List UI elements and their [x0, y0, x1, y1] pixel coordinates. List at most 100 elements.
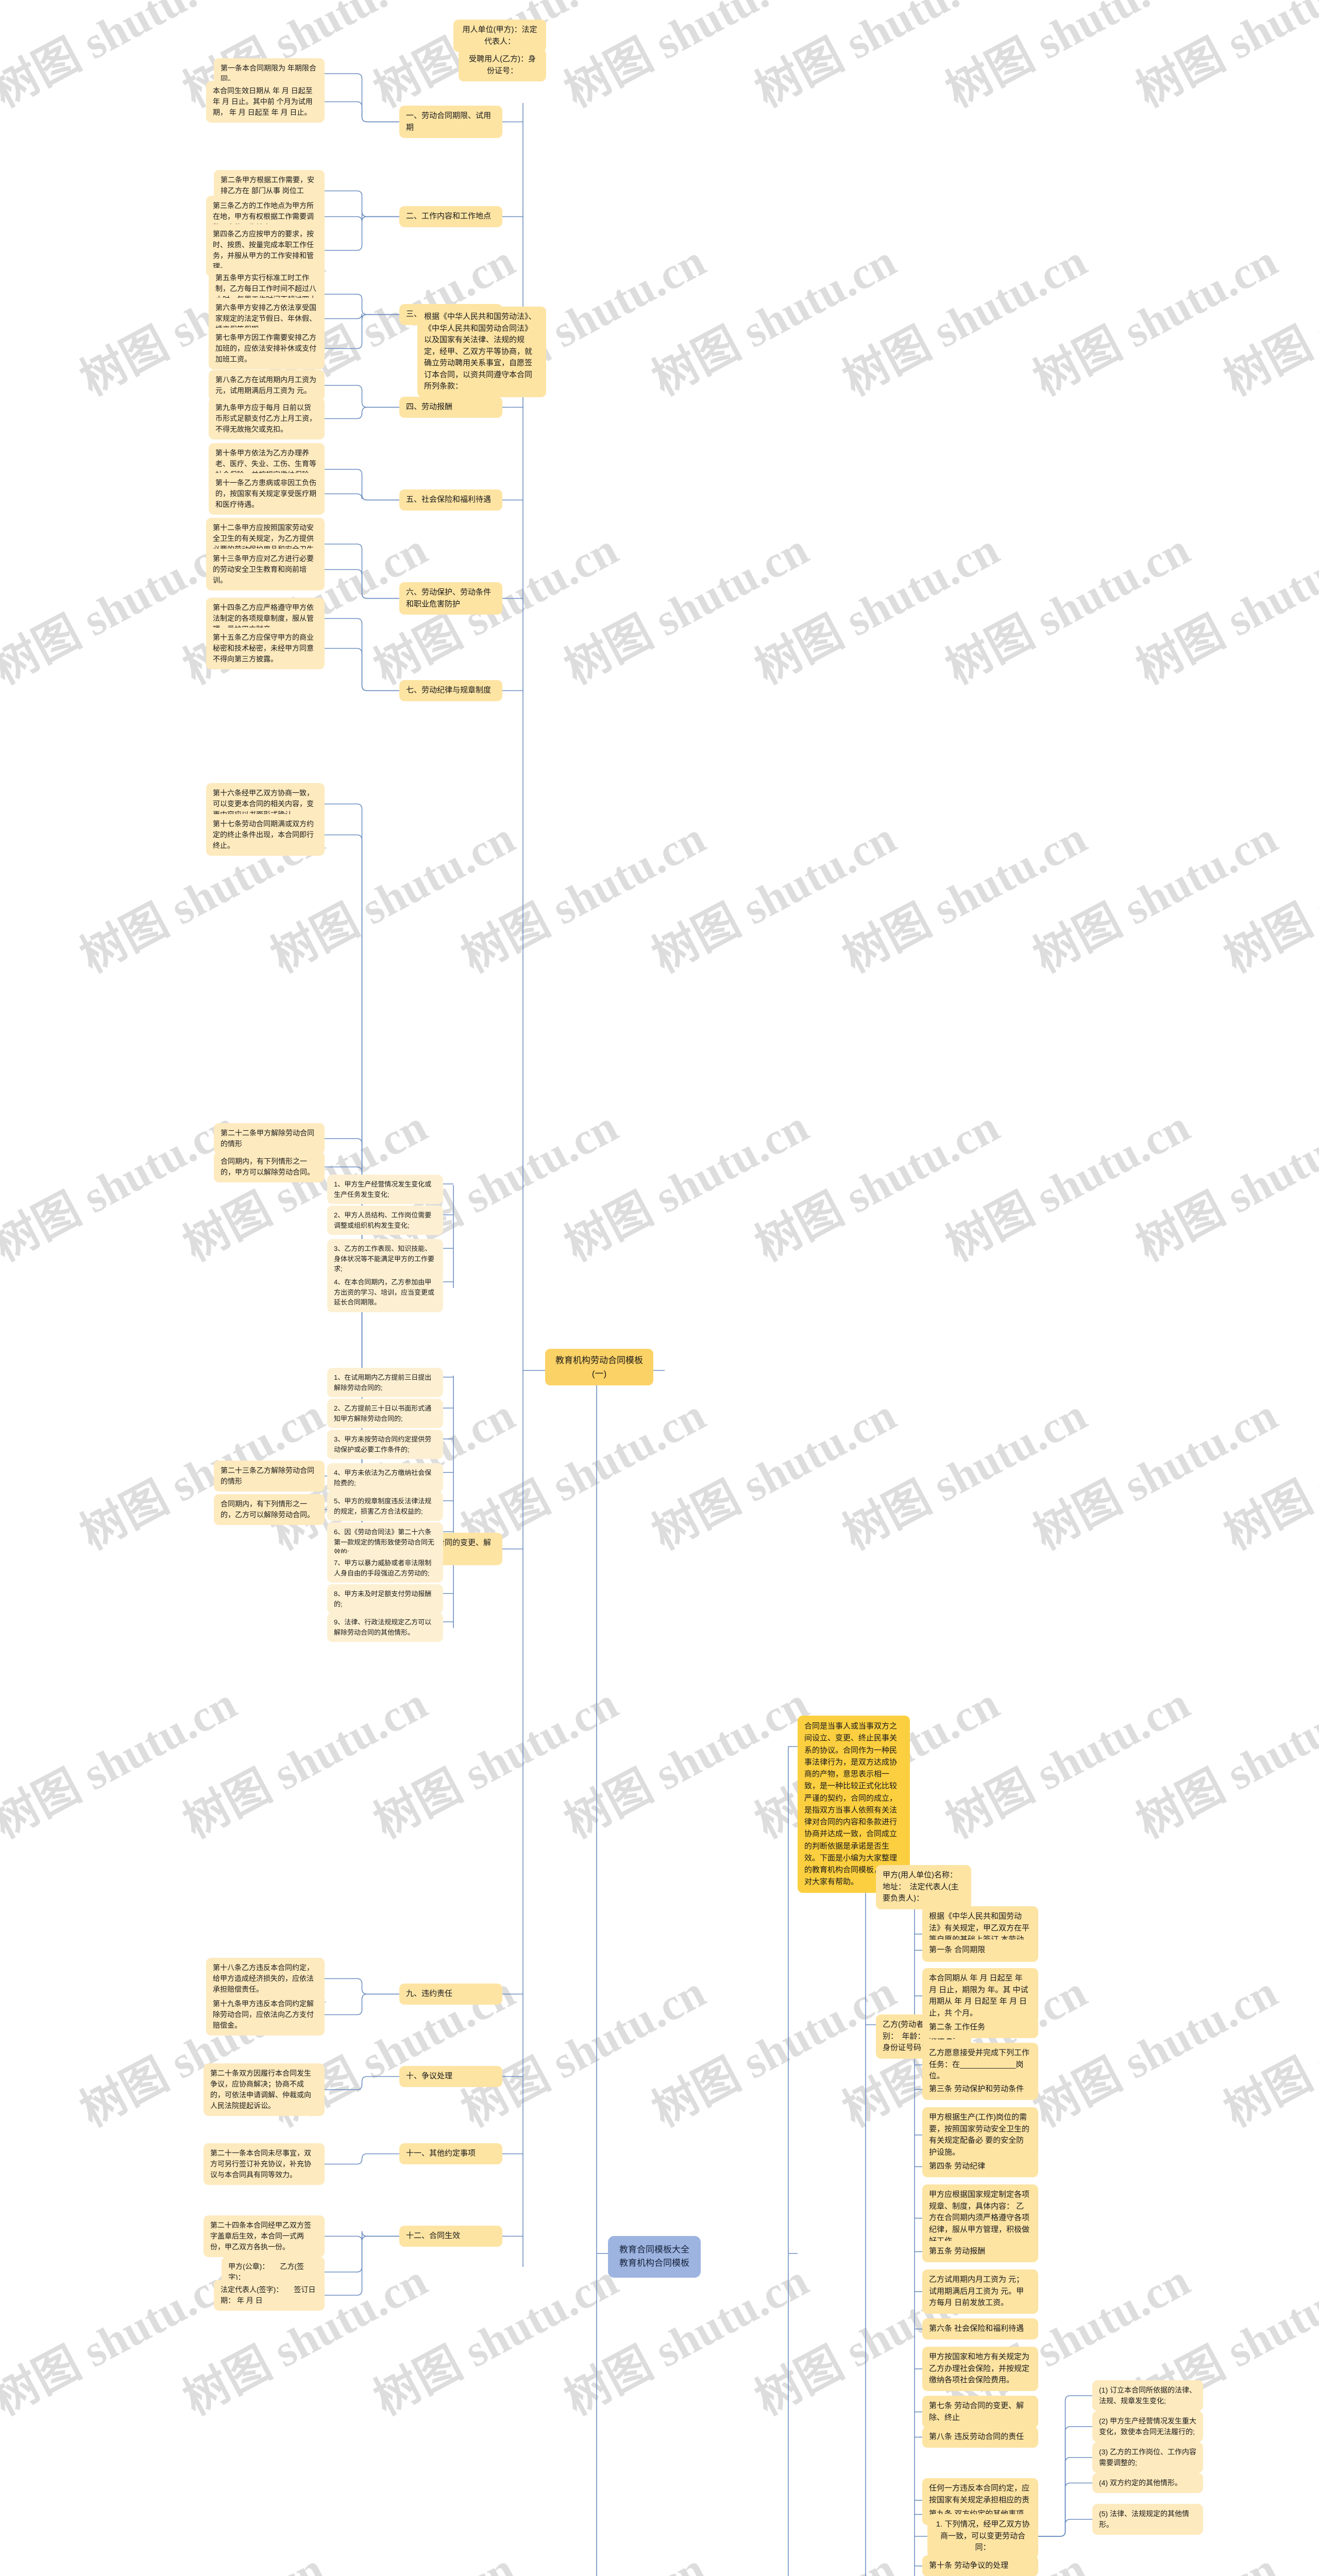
section-node[interactable]: 二、工作内容和工作地点 [399, 206, 502, 227]
item-node[interactable]: 第十七条劳动合同期满或双方约定的终止条件出现，本合同即行终止。 [206, 814, 325, 856]
terminate-reason-node[interactable]: 7、甲方以暴力威胁或者非法限制人身自由的手段强迫乙方劳动的; [327, 1553, 443, 1583]
node-label: 第二十条双方因履行本合同发生争议，应协商解决；协商不成的，可依法申请调解、仲裁或… [210, 2069, 311, 2110]
terminate-reason-node[interactable]: 1、甲方生产经营情况发生变化或生产任务发生变化; [327, 1175, 443, 1204]
section-node[interactable]: 四、劳动报酬 [399, 397, 502, 418]
watermark-text: 树图 shutu.cn [557, 1678, 817, 1848]
item-node[interactable]: 本合同生效日期从 年 月 日起至 年 月 日止。其中前 个月为试用期， 年 月 … [206, 81, 325, 123]
watermark-text: 树图 shutu.cn [1026, 235, 1286, 405]
intro-node[interactable]: 合同是当事人或当事双方之间设立、变更、终止民事关系的协议。合同作为一种民事法律行… [798, 1716, 910, 1893]
node-label: 第六条甲方安排乙方依法享受国家规定的法定节假日、年休假、婚丧假等假期。 [215, 303, 316, 333]
item-node[interactable]: 第九条甲方应于每月 日前以货币形式足额支付乙方上月工资，不得无故拖欠或克扣。 [209, 398, 325, 439]
section-node-two[interactable]: 第七条 劳动合同的变更、解除、终止 [922, 2396, 1038, 2428]
node-label: 第四条乙方应按甲方的要求，按时、按质、按量完成本职工作任务，并服从甲方的工作安排… [213, 230, 314, 270]
node-label: 第七条 劳动合同的变更、解除、终止 [929, 2401, 1024, 2422]
item-node[interactable]: 第十一条乙方患病或非因工负伤的，按国家有关规定享受医疗期和医疗待遇。 [209, 473, 325, 515]
node-label: 十一、其他约定事项 [406, 2149, 476, 2158]
node-label: 第八条乙方在试用期内月工资为 元，试用期满后月工资为 元。 [215, 376, 318, 395]
watermark-text: 树图 shutu.cn [938, 1101, 1198, 1271]
section-node-two[interactable]: 甲方根据生产(工作)岗位的需要，按照国家劳动安全卫生的有关规定配备必 要的安全防… [922, 2107, 1038, 2163]
node-label: 二、工作内容和工作地点 [406, 212, 492, 221]
section-node-two[interactable]: 甲方按国家和地方有关规定为乙方办理社会保险，并按规定缴纳各项社会保险费用。 [922, 2347, 1038, 2391]
terminate-reason-node[interactable]: 2、乙方提前三十日以书面形式通知甲方解除劳动合同的; [327, 1399, 443, 1428]
watermark-text: 树图 shutu.cn [639, 2533, 905, 2576]
section-node[interactable]: 五、社会保险和福利待遇 [399, 489, 502, 511]
section-node-two[interactable]: 第一条 合同期限 [922, 1940, 1038, 1961]
terminate-reason-node[interactable]: 9、法律、行政法规规定乙方可以解除劳动合同的其他情形。 [327, 1613, 443, 1642]
section-node[interactable]: 一、劳动合同期限、试用期 [399, 106, 502, 138]
item-node[interactable]: 第十三条甲方应对乙方进行必要的劳动安全卫生教育和岗前培训。 [206, 549, 325, 590]
node-label: 甲方按国家和地方有关规定为乙方办理社会保险，并按规定缴纳各项社会保险费用。 [929, 2352, 1030, 2384]
watermark-text: 树图 shutu.cn [1129, 0, 1319, 117]
section-node-two[interactable]: 本合同期从 年 月 日起至 年 月 日止，期限为 年。其 中试用期从 年 月 日… [922, 1968, 1038, 2024]
terminate-reason-node[interactable]: 1、在试用期内乙方提前三日提出解除劳动合同的; [327, 1368, 443, 1397]
section-node[interactable]: 十二、合同生效 [399, 2226, 502, 2247]
terminate-reason-node[interactable]: 4、甲方未依法为乙方缴纳社会保险费的; [327, 1463, 443, 1493]
terminate-item-node[interactable]: (4) 双方约定的其他情形。 [1092, 2473, 1203, 2493]
watermark-text: 树图 shutu.cn [366, 1678, 626, 1848]
terminate-reason-node[interactable]: 5、甲方的规章制度违反法律法规的规定，损害乙方合法权益的; [327, 1492, 443, 1521]
item-node[interactable]: 第二十二条甲方解除劳动合同的情形 [214, 1123, 325, 1154]
terminate-item-node[interactable]: (5) 法律、法规规定的其他情形。 [1092, 2504, 1203, 2535]
section-node-two[interactable]: 第六条 社会保险和福利待遇 [922, 2318, 1038, 2340]
root-node[interactable]: 教育合同模板大全 教育机构合同模板 [608, 2236, 701, 2278]
item-node[interactable]: 合同期内，有下列情形之一的，甲方可以解除劳动合同。 [214, 1151, 325, 1182]
watermark-text: 树图 shutu.cn [366, 2255, 626, 2425]
node-label: 教育合同模板大全 教育机构合同模板 [619, 2245, 692, 2268]
item-node[interactable]: 合同期内，有下列情形之一的，乙方可以解除劳动合同。 [214, 1494, 325, 1525]
terminate-reason-node[interactable]: 8、甲方未及时足额支付劳动报酬的; [327, 1584, 443, 1614]
item-node[interactable]: 第二十条双方因履行本合同发生争议，应协商解决；协商不成的，可依法申请调解、仲裁或… [204, 2063, 325, 2116]
terminate-group-node[interactable]: 1. 下列情况，经甲乙双方协商一致，可以变更劳动合同： [927, 2514, 1038, 2558]
section-node[interactable]: 十、争议处理 [399, 2066, 502, 2087]
node-label: 乙方试用期内月工资为 元；试用期满后月工资为 元。甲方每月 日前发放工资。 [929, 2275, 1024, 2307]
section-node[interactable]: 十一、其他约定事项 [399, 2143, 502, 2164]
node-label: 第一条本合同期限为 年期限合同。 [221, 64, 316, 83]
watermark-text: 树图 shutu.cn [748, 524, 1007, 694]
node-label: (3) 乙方的工作岗位、工作内容需要调整的; [1099, 2448, 1196, 2467]
terminate-reason-node[interactable]: 2、甲方人员结构、工作岗位需要调整或组织机构发生变化; [327, 1206, 443, 1235]
node-label: 第五条 劳动报酬 [929, 2247, 986, 2256]
section-node-two[interactable]: 甲方(用人单位)名称： 地址： 法定代表人(主要负责人)： [876, 1865, 971, 1909]
section-node-two[interactable]: 第二条 工作任务 [922, 2017, 1038, 2038]
terminate-item-node[interactable]: (3) 乙方的工作岗位、工作内容需要调整的; [1092, 2442, 1203, 2473]
node-label: 甲方应根据国家规定制定各项规章、制度，具体内容： 乙方在合同期内须严格遵守各项纪… [929, 2190, 1030, 2245]
section-node-two[interactable]: 乙方试用期内月工资为 元；试用期满后月工资为 元。甲方每月 日前发放工资。 [922, 2269, 1038, 2314]
item-node[interactable]: 第二十三条乙方解除劳动合同的情形 [214, 1461, 325, 1492]
node-label: 第十一条乙方患病或非因工负伤的，按国家有关规定享受医疗期和医疗待遇。 [215, 479, 316, 509]
section-node-two[interactable]: 第三条 劳动保护和劳动条件 [922, 2079, 1038, 2100]
node-label: 第二十三条乙方解除劳动合同的情形 [221, 1466, 314, 1485]
node-label: 甲方(公章)： 乙方(签字)： [228, 2262, 304, 2281]
section-node-two[interactable]: 第八条 违反劳动合同的责任 [922, 2427, 1038, 2448]
item-node[interactable]: 第七条甲方因工作需要安排乙方加班的，应依法安排补休或支付加班工资。 [209, 328, 325, 369]
item-node[interactable]: 第十八条乙方违反本合同约定，给甲方造成经济损失的，应依法承担赔偿责任。 [206, 1958, 325, 1999]
node-label: 合同期内，有下列情形之一的，乙方可以解除劳动合同。 [221, 1500, 314, 1519]
terminate-reason-node[interactable]: 4、在本合同期内，乙方参加由甲方出资的学习、培训，应当变更或延长合同期限。 [327, 1273, 443, 1312]
item-node[interactable]: 第十九条甲方违反本合同约定解除劳动合同，应依法向乙方支付赔偿金。 [206, 1994, 325, 2036]
terminate-reason-node[interactable]: 3、乙方的工作表现、知识技能、身体状况等不能满足甲方的工作要求; [327, 1239, 443, 1279]
branch-node-1[interactable]: 教育机构劳动合同模板(一) [545, 1349, 653, 1385]
watermark-text: 树图 shutu.cn [557, 1101, 817, 1271]
section-node[interactable]: 七、劳动纪律与规章制度 [399, 680, 502, 701]
section-node[interactable]: 九、违约责任 [399, 1984, 502, 2005]
item-node[interactable]: 法定代表人(签字)： 签订日期： 年 月 日 [214, 2280, 325, 2311]
item-node[interactable]: 第八条乙方在试用期内月工资为 元，试用期满后月工资为 元。 [209, 370, 325, 401]
watermark-text: 树图 shutu.cn [645, 235, 904, 405]
terminate-reason-node[interactable]: 3、甲方未按劳动合同约定提供劳动保护或必要工作条件的; [327, 1430, 443, 1459]
watermark-text: 树图 shutu.cn [1216, 1967, 1319, 2137]
party-a-node[interactable]: 用人单位(甲方)：法定代表人： [453, 20, 546, 52]
section-node[interactable]: 六、劳动保护、劳动条件和职业危害防护 [399, 582, 502, 615]
item-node[interactable]: 第二十四条本合同经甲乙双方签字盖章后生效，本合同一式两份，甲乙双方各执一份。 [204, 2215, 325, 2257]
item-node[interactable]: 第二十一条本合同未尽事宜，双方可另行签订补充协议，补充协议与本合同具有同等效力。 [204, 2143, 325, 2185]
preamble-node[interactable]: 根据《中华人民共和国劳动法》、《中华人民共和国劳动合同法》以及国家有关法律、法规… [417, 307, 546, 397]
section-node-two[interactable]: 第四条 劳动纪律 [922, 2156, 1038, 2177]
terminate-item-node[interactable]: (1) 订立本合同所依据的法律、法规、规章发生变化; [1092, 2380, 1203, 2411]
node-label: 第十条 劳动争议的处理 [929, 2561, 1009, 2570]
party-b-node[interactable]: 受聘用人(乙方)：身份证号： [459, 49, 546, 81]
terminate-item-node[interactable]: (2) 甲方生产经营情况发生重大变化，致使本合同无法履行的; [1092, 2411, 1203, 2442]
node-label: 合同是当事人或当事双方之间设立、变更、终止民事关系的协议。合同作为一种民事法律行… [804, 1722, 898, 1887]
item-node[interactable]: 第十五条乙方应保守甲方的商业秘密和技术秘密，未经甲方同意不得向第三方披露。 [206, 628, 325, 669]
node-label: 第十九条甲方违反本合同约定解除劳动合同，应依法向乙方支付赔偿金。 [213, 1999, 314, 2029]
section-node-two[interactable]: 第十条 劳动争议的处理 [922, 2555, 1038, 2576]
section-node-two[interactable]: 第五条 劳动报酬 [922, 2241, 1038, 2262]
